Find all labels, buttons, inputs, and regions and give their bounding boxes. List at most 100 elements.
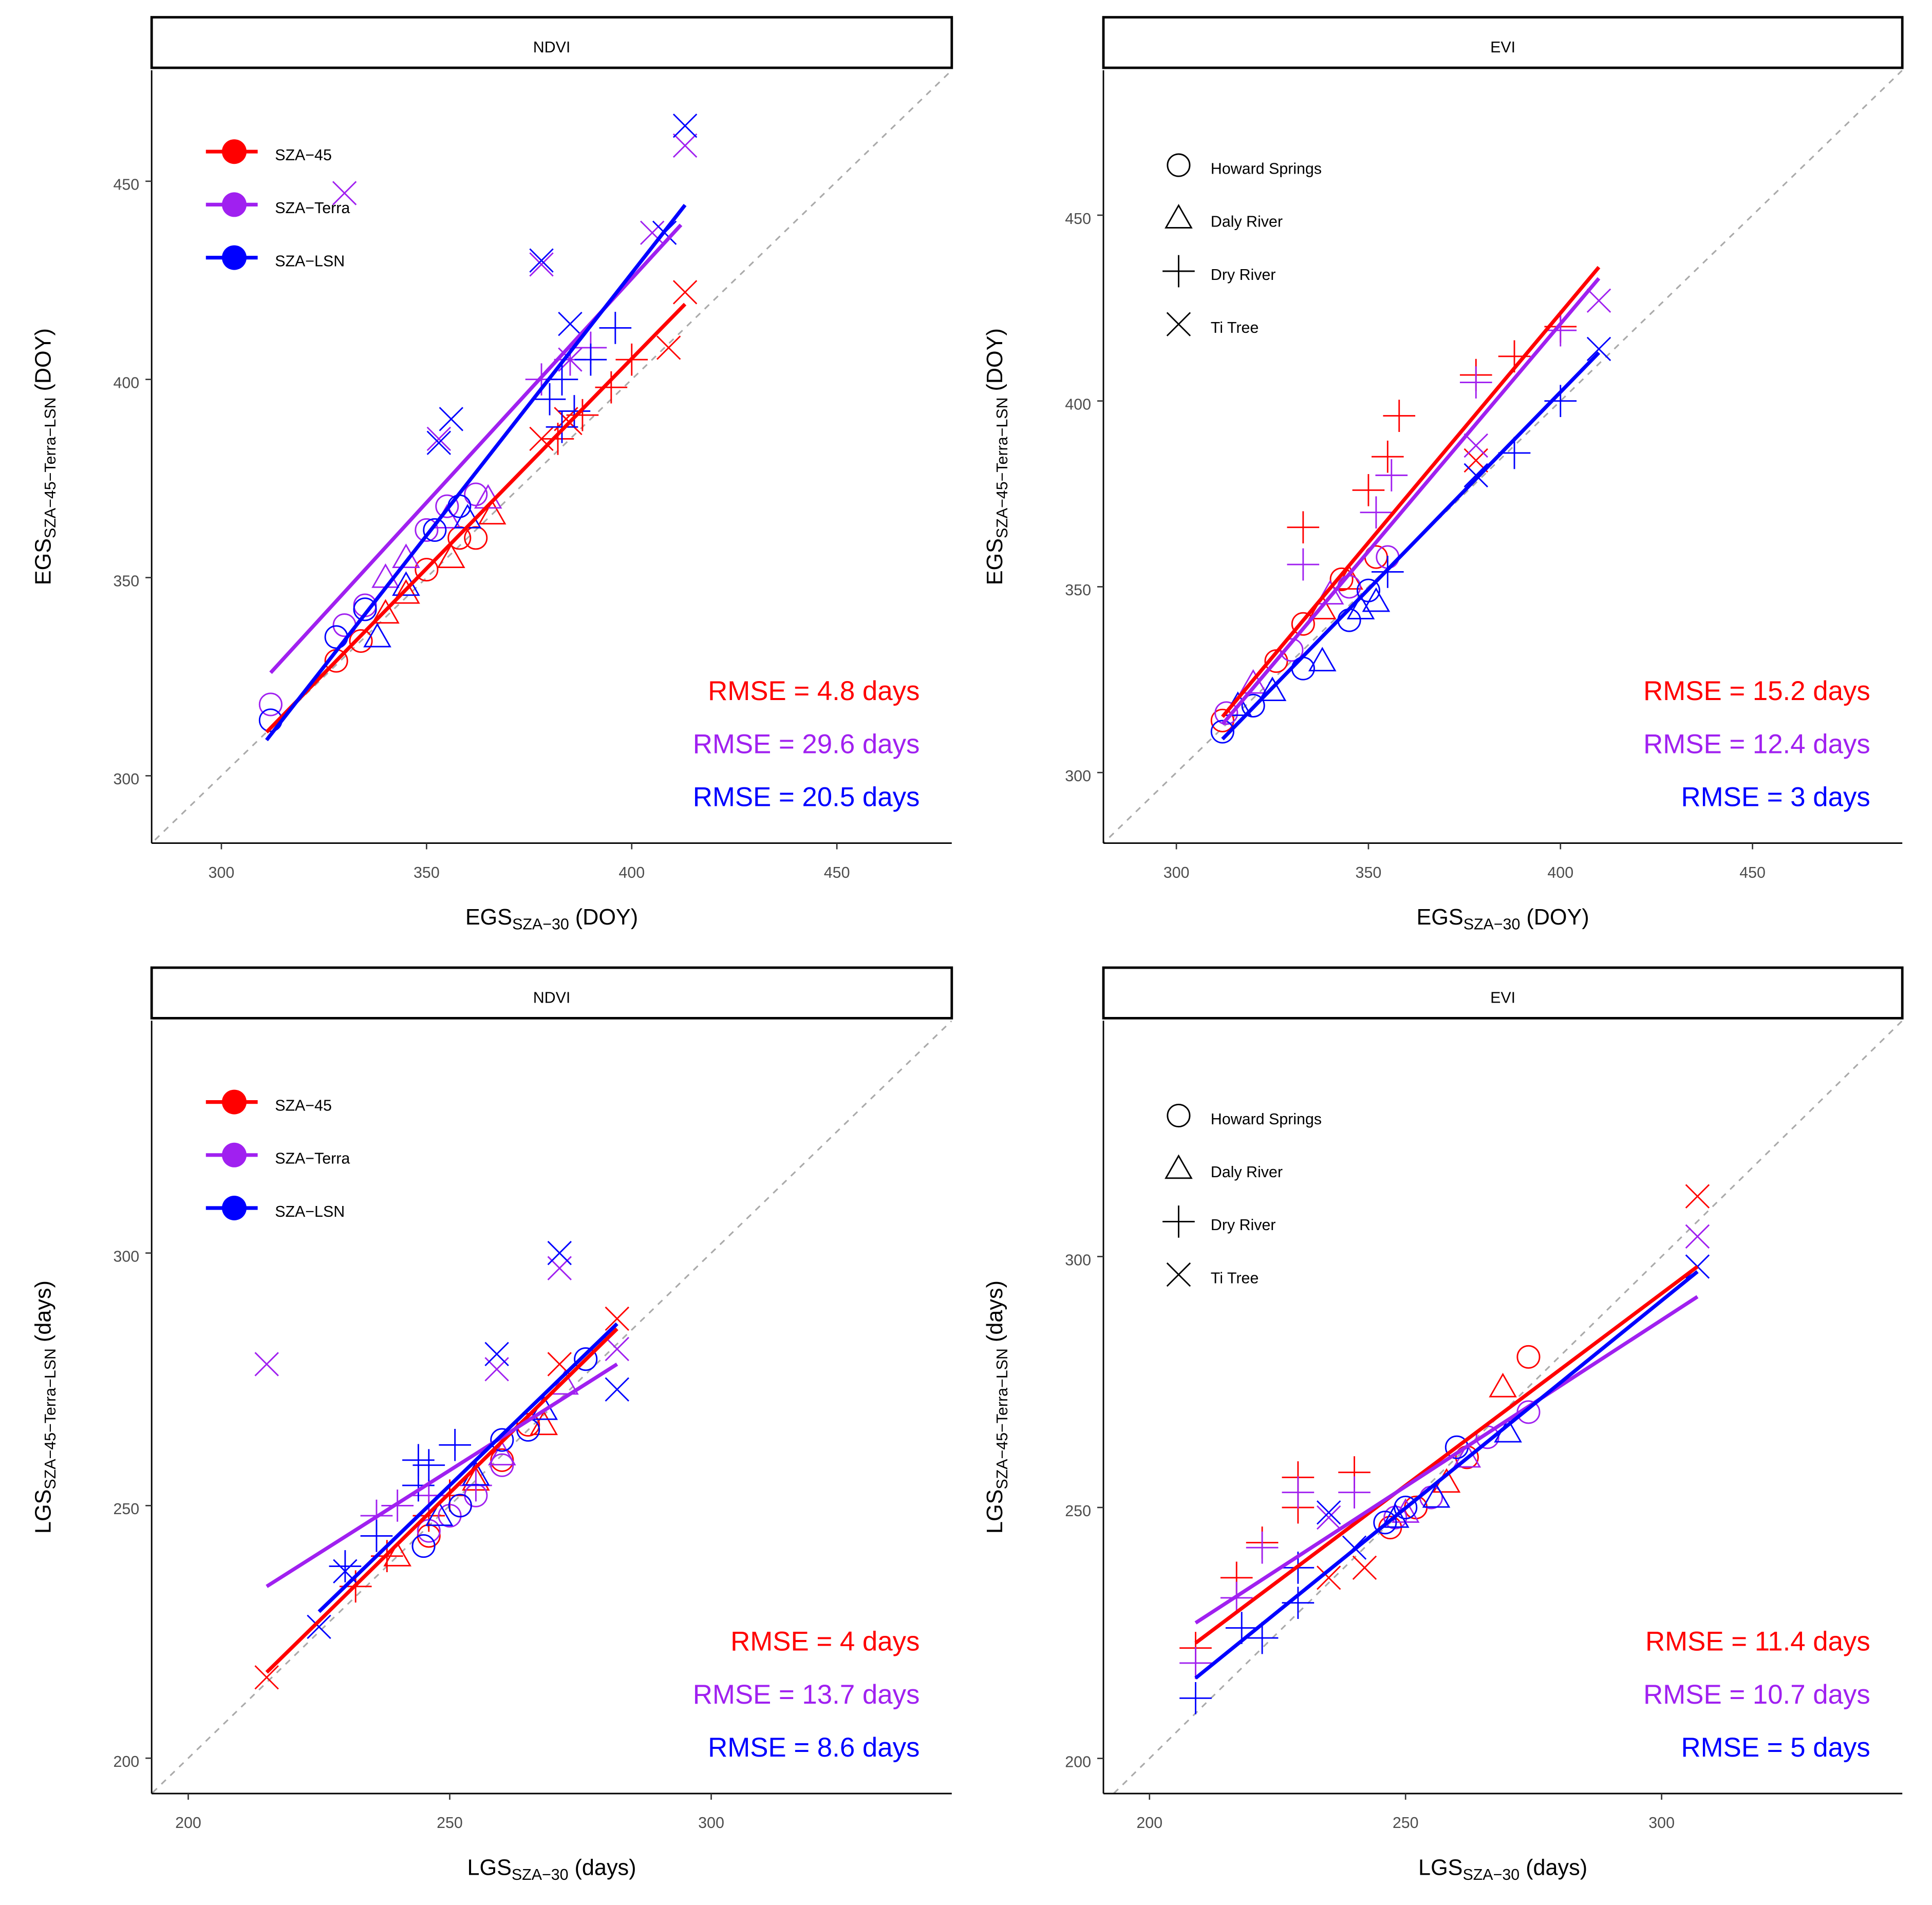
- data-point: [605, 1377, 629, 1402]
- strip-box: [1102, 16, 1904, 69]
- data-point: [484, 1342, 509, 1367]
- y-axis-title-sub: SZA−45−Terra−LSN: [993, 1348, 1011, 1489]
- legend: SZA−45 SZA−Terra SZA−LSN: [205, 139, 350, 270]
- data-point: [392, 579, 420, 604]
- legend-label: SZA−45: [275, 1097, 332, 1114]
- data-point: [672, 133, 698, 158]
- x-tick-label: 400: [1547, 864, 1573, 881]
- data-point: [478, 500, 507, 525]
- x-axis-title-main: LGS: [467, 1855, 511, 1880]
- legend-swatch-dot: [222, 192, 247, 217]
- data-point: [672, 280, 698, 305]
- data-point: [1464, 463, 1488, 488]
- x-tick-label: 450: [824, 864, 850, 881]
- rmse-label: RMSE = 20.5 days: [693, 782, 920, 813]
- data-point: [439, 407, 464, 431]
- data-point: [1179, 1647, 1212, 1680]
- strip-label: EVI: [1490, 39, 1515, 56]
- x-axis-title: LGSSZA−30 (days): [1418, 1855, 1587, 1883]
- y-tick-label: 450: [1065, 210, 1091, 228]
- y-tick-label: 450: [113, 176, 139, 194]
- data-point: [1246, 1621, 1279, 1654]
- x-tick-label: 400: [618, 864, 645, 881]
- data-point: [1360, 496, 1393, 529]
- data-point: [1383, 400, 1416, 432]
- data-point: [1516, 1345, 1541, 1369]
- x-axis-title-sub: SZA−30: [512, 1866, 569, 1883]
- rmse-label: RMSE = 8.6 days: [708, 1732, 920, 1763]
- legend-marker: [1165, 204, 1193, 229]
- data-point: [258, 692, 283, 716]
- x-axis-title-sub: SZA−30: [1462, 1866, 1520, 1883]
- y-axis-title-sub: SZA−45−Terra−LSN: [42, 398, 59, 539]
- legend-swatch-dot: [222, 1089, 247, 1115]
- data-point: [371, 599, 400, 624]
- legend-label: Howard Springs: [1211, 1110, 1322, 1128]
- y-tick-label: 300: [1065, 767, 1091, 785]
- legend: Howard Springs Daly River Dry River Ti Tree: [1162, 153, 1322, 336]
- data-point: [363, 623, 391, 648]
- data-point: [1685, 1224, 1710, 1249]
- data-point: [1346, 595, 1375, 619]
- data-point: [332, 181, 357, 205]
- y-tick-label: 200: [1065, 1753, 1091, 1770]
- data-point: [425, 1501, 454, 1526]
- fit-line: [269, 223, 683, 674]
- data-point: [402, 1444, 435, 1477]
- data-point: [529, 248, 554, 273]
- data-point: [546, 363, 578, 396]
- x-tick-label: 450: [1739, 864, 1766, 881]
- data-point: [1375, 459, 1408, 492]
- strip-label: NDVI: [533, 39, 571, 56]
- data-point: [1459, 366, 1492, 399]
- data-point: [435, 494, 459, 518]
- y-axis-title: EGSSZA−45−Terra−LSN (DOY): [31, 328, 59, 585]
- rmse-annotations: RMSE = 4 days RMSE = 13.7 days RMSE = 8.6 …: [693, 1627, 920, 1763]
- rmse-label: RMSE = 5 days: [1681, 1732, 1870, 1763]
- data-point: [1362, 587, 1391, 612]
- legend-marker: [1162, 1205, 1195, 1238]
- x-tick-label: 300: [209, 864, 235, 881]
- plot-area: [1103, 70, 1903, 843]
- data-point: [1381, 1503, 1410, 1528]
- fit-line: [266, 1362, 618, 1588]
- y-axis-title-sub: SZA−45−Terra−LSN: [42, 1348, 59, 1489]
- legend-swatch-dot: [222, 1142, 247, 1167]
- y-tick-label: 300: [1065, 1251, 1091, 1269]
- legend-label: Ti Tree: [1211, 319, 1259, 336]
- data-point: [566, 399, 599, 431]
- data-point: [1489, 1372, 1517, 1398]
- y-axis-title-unit: (DOY): [983, 328, 1007, 397]
- x-axis-title-main: EGS: [465, 905, 512, 930]
- rmse-label: RMSE = 12.4 days: [1643, 729, 1870, 759]
- rmse-label: RMSE = 10.7 days: [1643, 1680, 1870, 1710]
- x-axis-title-sub: SZA−30: [1464, 916, 1521, 933]
- one-to-one-line: [1103, 70, 1903, 843]
- x-tick-label: 300: [1164, 864, 1190, 881]
- data-point: [605, 1336, 629, 1362]
- strip-box: [150, 16, 953, 69]
- data-point: [360, 1520, 393, 1552]
- x-axis-title-main: EGS: [1416, 905, 1463, 930]
- data-point: [490, 1428, 514, 1452]
- data-point: [1258, 676, 1287, 702]
- data-point: [423, 518, 447, 542]
- data-point: [574, 1347, 598, 1371]
- data-point: [1464, 433, 1488, 458]
- data-point: [599, 312, 632, 344]
- x-tick-label: 250: [437, 1814, 463, 1832]
- fit-line: [1194, 1295, 1699, 1625]
- rmse-annotations: RMSE = 4.8 days RMSE = 29.6 days RMSE = 20…: [693, 676, 920, 812]
- plot-area: [1112, 1021, 1903, 1794]
- data-point: [672, 114, 698, 138]
- data-point: [656, 335, 681, 360]
- legend-swatch-dot: [222, 139, 247, 164]
- x-tick-label: 350: [1356, 864, 1382, 881]
- data-point: [1453, 1443, 1481, 1468]
- data-point: [1282, 1476, 1315, 1509]
- fit-line: [317, 1322, 618, 1613]
- x-axis-title-main: LGS: [1418, 1855, 1462, 1880]
- y-axis-title: LGSSZA−45−Terra−LSN (days): [31, 1280, 59, 1534]
